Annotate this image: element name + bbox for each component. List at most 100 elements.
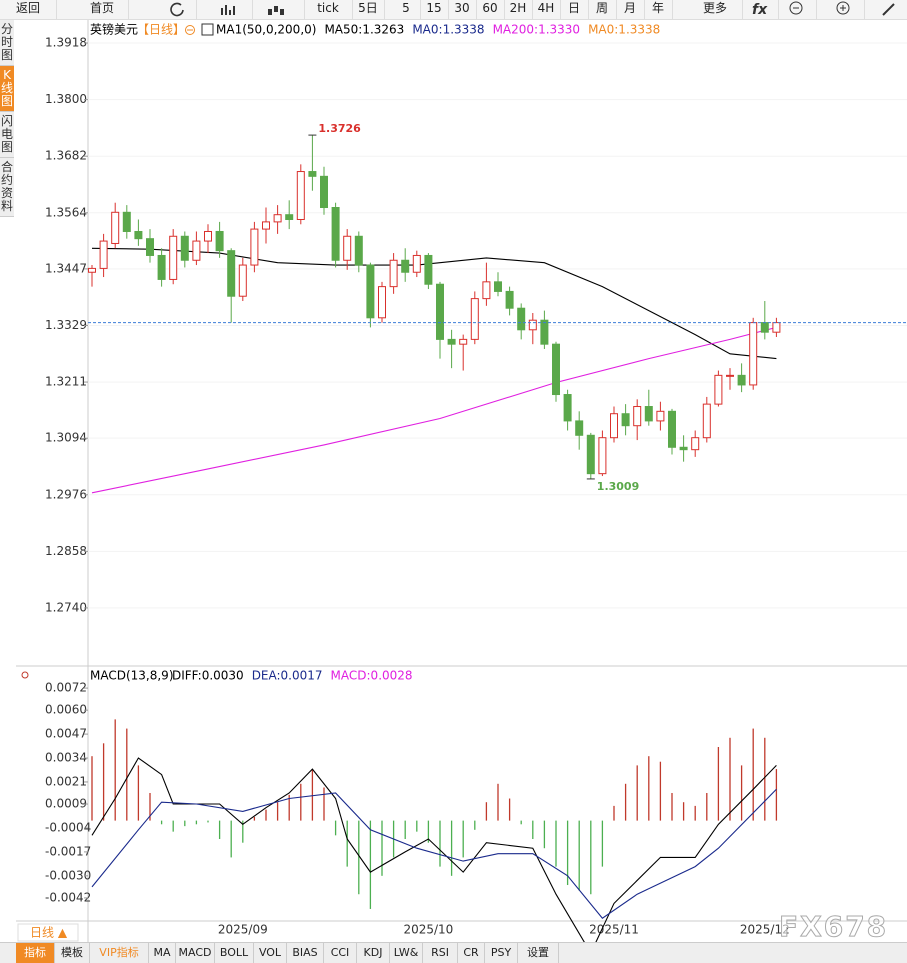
candle-body [610, 413, 618, 439]
sidebar-tab[interactable]: 闪电图 [0, 112, 14, 158]
indicator-line [91, 757, 777, 942]
bottom-tab[interactable]: BOLL [215, 943, 254, 963]
y-tick-label: 1.3211 [45, 375, 87, 389]
candle-body [343, 235, 352, 261]
y-tick-label: 1.3329 [45, 318, 87, 332]
y-tick-label: 0.0072 [45, 681, 87, 695]
candle-body [644, 406, 653, 422]
bottom-tab[interactable]: 指标 [16, 943, 55, 963]
period-tab-bg[interactable] [17, 923, 79, 942]
candle-body [424, 254, 433, 285]
candle-body [691, 437, 700, 451]
y-tick-label: 1.3447 [45, 261, 87, 275]
bottom-tab[interactable]: BIAS [287, 943, 324, 963]
settings-icon[interactable] [21, 671, 29, 679]
bottom-tab[interactable]: 模板 [55, 943, 90, 963]
bottom-tabs: 指标 模板 VIP指标 MA MACD BOLL VOL BIAS CCI KDJ LW& RSI CR… [0, 942, 907, 963]
candle-body [540, 319, 549, 345]
candle-body [749, 322, 758, 386]
candle-body [354, 235, 363, 266]
candle-body [470, 298, 479, 340]
bottom-tab[interactable]: VIP指标 [90, 943, 149, 963]
toolbar-button[interactable]: 5日 [352, 0, 385, 19]
y-tick-label: 0.0060 [45, 703, 87, 717]
toolbar-button[interactable]: 4H [532, 0, 561, 19]
candle-body [679, 446, 688, 451]
candle-body [575, 420, 584, 436]
candle-body [517, 307, 526, 331]
candle-body [250, 228, 259, 266]
period-tab[interactable]: 日线 ▲ [30, 926, 68, 940]
legend-entry: MA1(50,0,200,0) [216, 23, 316, 37]
candle-body [586, 434, 595, 475]
bottom-tab[interactable]: CR [458, 943, 485, 963]
x-tick-label: 2025/10 [403, 923, 453, 937]
candle-body [447, 338, 456, 345]
candle-body [760, 322, 769, 333]
candle-body [192, 240, 201, 261]
candle-body [621, 413, 630, 427]
toolbar-button[interactable]: 年 [644, 0, 673, 19]
candle-body [436, 283, 444, 340]
toolbar-icon-button[interactable] [824, 0, 865, 19]
candle-body [378, 286, 386, 319]
toolbar-button[interactable]: 30 [448, 0, 477, 19]
toolbar-button[interactable]: tick [304, 0, 353, 19]
candle-body [273, 214, 282, 223]
sidebar-tab[interactable]: 分时图 [0, 20, 14, 66]
bottom-tab[interactable]: MACD [176, 943, 215, 963]
ma-icon[interactable] [201, 23, 214, 36]
candle-body [111, 211, 120, 244]
sidebar-tab[interactable]: K线图 [0, 66, 14, 112]
bottom-tab[interactable]: CCI [324, 943, 357, 963]
chart-title: 英镑美元 [90, 22, 138, 37]
bottom-tab[interactable]: RSI [423, 943, 458, 963]
candle-body [412, 254, 421, 273]
toolbar-icon-button[interactable] [156, 0, 197, 19]
extreme-label: 1.3726 [318, 122, 361, 135]
toolbar-icon-button[interactable] [204, 0, 253, 19]
candle-body [99, 240, 108, 269]
candle-body [482, 281, 491, 300]
toolbar-button[interactable]: 15 [420, 0, 449, 19]
indicator-line [91, 247, 777, 360]
sidebar-tab[interactable]: 合约资料 [0, 158, 14, 217]
candle-body [668, 410, 676, 448]
toolbar-button[interactable]: 首页 [76, 0, 129, 19]
candle-body [215, 230, 224, 252]
candle-body [598, 437, 607, 475]
candle-body [772, 322, 781, 333]
x-tick-label: 2025/09 [218, 923, 268, 937]
toolbar-button[interactable]: 月 [616, 0, 645, 19]
candle-body [726, 374, 734, 377]
bottom-tab[interactable]: KDJ [357, 943, 390, 963]
bottom-tab[interactable]: VOL [254, 943, 287, 963]
bottom-tab[interactable]: LW& [390, 943, 423, 963]
bottom-tab[interactable]: PSY [485, 943, 518, 963]
toolbar-button[interactable]: 更多 [688, 0, 743, 19]
toolbar-icon-button[interactable] [778, 0, 817, 19]
candle-body [227, 250, 236, 297]
toolbar-button[interactable]: 返回 [0, 0, 57, 19]
collapse-icon[interactable] [185, 25, 195, 35]
candle-body [262, 221, 270, 230]
toolbar-button[interactable]: 周 [588, 0, 617, 19]
toolbar-button[interactable]: 5 [392, 0, 421, 19]
y-tick-label: 1.2858 [45, 544, 87, 558]
candle-body [401, 259, 410, 273]
candle-body [88, 267, 96, 273]
toolbar-button[interactable]: 2H [504, 0, 533, 19]
bottom-tab[interactable]: 设置 [518, 943, 559, 963]
bottom-tab[interactable]: MA [149, 943, 176, 963]
toolbar-icon-button[interactable] [742, 0, 779, 19]
toolbar-button[interactable]: 60 [476, 0, 505, 19]
toolbar-icon-button[interactable] [252, 0, 305, 19]
y-tick-label: 1.3564 [45, 205, 87, 219]
y-tick-label: 0.0009 [45, 797, 87, 811]
toolbar-button[interactable]: 日 [560, 0, 589, 19]
extreme-label: 1.3009 [597, 480, 639, 493]
y-tick-label: 0.0047 [45, 727, 87, 741]
candle-body [714, 374, 723, 405]
candle-body [134, 230, 143, 240]
indicator-line [91, 326, 777, 494]
